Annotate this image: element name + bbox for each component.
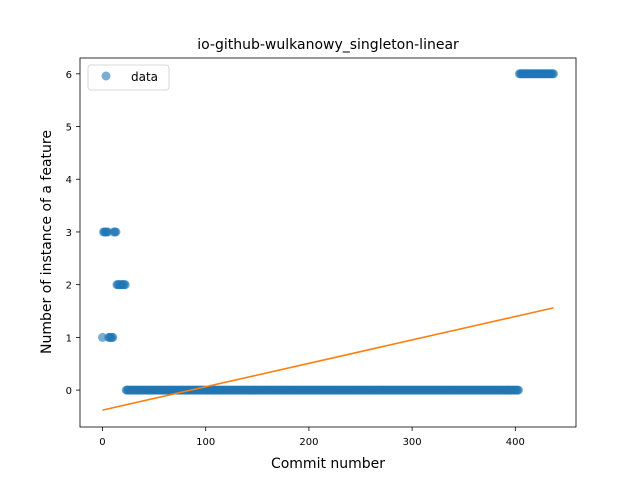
y-tick-label: 2 bbox=[66, 281, 72, 292]
y-tick-label: 3 bbox=[66, 228, 72, 239]
plot-area bbox=[98, 69, 558, 411]
fit-line bbox=[102, 307, 554, 411]
y-tick-label: 4 bbox=[66, 175, 72, 186]
x-tick-label: 400 bbox=[506, 437, 525, 448]
x-tick-label: 0 bbox=[99, 437, 105, 448]
y-tick-label: 0 bbox=[66, 386, 72, 397]
plot-frame bbox=[79, 57, 577, 428]
data-point bbox=[549, 69, 558, 79]
y-axis-label: Number of instance of a feature bbox=[39, 130, 55, 354]
y-axis: 0 1 2 3 4 5 6 bbox=[66, 70, 80, 397]
y-tick-label: 1 bbox=[66, 333, 72, 344]
x-axis: 0 100 200 300 400 bbox=[99, 427, 525, 448]
x-tick-label: 300 bbox=[403, 437, 422, 448]
x-tick-label: 200 bbox=[299, 437, 318, 448]
legend-box bbox=[87, 64, 170, 91]
legend-marker-data bbox=[101, 71, 111, 81]
x-tick-label: 100 bbox=[196, 437, 215, 448]
legend: data bbox=[87, 64, 170, 91]
legend-label-data: data bbox=[131, 70, 158, 84]
x-axis-label: Commit number bbox=[271, 456, 385, 472]
data-point bbox=[513, 385, 523, 395]
y-tick-label: 5 bbox=[66, 123, 72, 134]
data-point bbox=[111, 227, 121, 237]
data-point bbox=[103, 227, 113, 237]
y-tick-label: 6 bbox=[66, 70, 72, 81]
data-point bbox=[120, 280, 130, 290]
chart-title: io-github-wulkanowy_singleton-linear bbox=[197, 37, 459, 53]
data-point bbox=[108, 332, 118, 342]
data-point bbox=[98, 332, 107, 342]
